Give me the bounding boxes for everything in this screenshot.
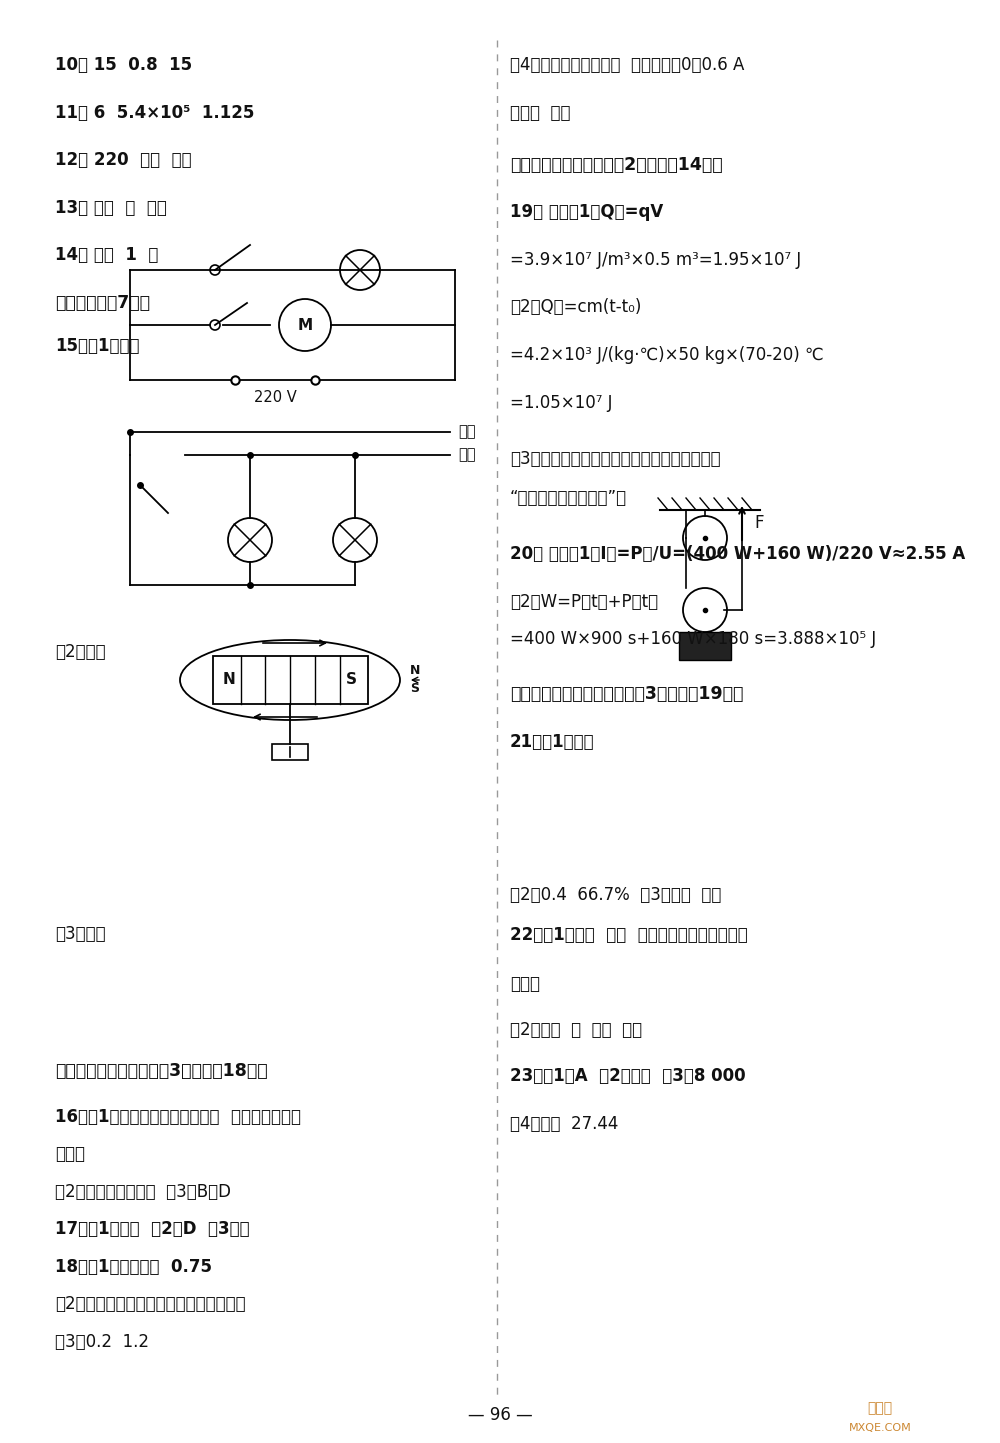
Text: 零线: 零线 (458, 447, 476, 463)
Text: 21。（1）如图: 21。（1）如图 (510, 733, 595, 750)
Text: 六、综合能力题（本大题包括3小题，冑19分）: 六、综合能力题（本大题包括3小题，冑19分） (510, 685, 743, 703)
Text: S: S (346, 672, 357, 687)
Text: 15。（1）如图: 15。（1）如图 (55, 338, 140, 355)
Text: 17。（1）相等  （2）D  （3）大: 17。（1）相等 （2）D （3）大 (55, 1221, 250, 1238)
Text: 11。 6  5.4×10⁵  1.125: 11。 6 5.4×10⁵ 1.125 (55, 104, 254, 121)
Text: M: M (297, 317, 313, 332)
Text: 和煤油: 和煤油 (55, 1146, 85, 1163)
Text: “燃气灶本身吸收热量”）: “燃气灶本身吸收热量”） (510, 489, 627, 506)
Text: （3）如图: （3）如图 (55, 925, 106, 942)
Text: N: N (410, 664, 420, 678)
Text: （2）0.4  66.7%  （3）变大  变大: （2）0.4 66.7% （3）变大 变大 (510, 886, 721, 903)
Text: （2）Q吸=cm(t-t₀): （2）Q吸=cm(t-t₀) (510, 299, 641, 316)
Text: 16。（1）装入等体积的水和煤油  装入等质量的水: 16。（1）装入等体积的水和煤油 装入等质量的水 (55, 1108, 301, 1126)
Text: 三、作图题（7分）: 三、作图题（7分） (55, 294, 150, 312)
Text: （3）0.2  1.2: （3）0.2 1.2 (55, 1333, 149, 1351)
Text: 23。（1）A  （2）化学  （3）8 000: 23。（1）A （2）化学 （3）8 000 (510, 1068, 746, 1085)
Text: — 96 —: — 96 — (468, 1405, 532, 1424)
Text: 的量程  增大: 的量程 增大 (510, 104, 570, 121)
Text: （2）如图: （2）如图 (55, 644, 106, 661)
Text: 14。 电磁  1  电: 14。 电磁 1 电 (55, 247, 158, 264)
Text: （2）滑动变阙器连接错误，没有变阙作用: （2）滑动变阙器连接错误，没有变阙作用 (55, 1296, 246, 1313)
Text: （2）做功  内  机械  做功: （2）做功 内 机械 做功 (510, 1022, 642, 1039)
Bar (272, 745, 308, 760)
Text: F: F (754, 514, 764, 532)
Text: （2）W=P洗t洗+P烘t烘: （2）W=P洗t洗+P烘t烘 (510, 593, 658, 610)
Text: 12。 220  并联  电能: 12。 220 并联 电能 (55, 152, 192, 169)
Text: （3）废气带走热量、与空气接触散发热量（或: （3）废气带走热量、与空气接触散发热量（或 (510, 450, 721, 468)
Text: 10。 15  0.8  15: 10。 15 0.8 15 (55, 56, 192, 74)
Text: =400 W×900 s+160 W×180 s=3.888×10⁵ J: =400 W×900 s+160 W×180 s=3.888×10⁵ J (510, 631, 876, 648)
Text: S: S (410, 683, 419, 696)
Text: MXQE.COM: MXQE.COM (849, 1423, 911, 1433)
Text: 答案圈: 答案圈 (867, 1401, 893, 1416)
Text: 22。（1）小车  速度  小车推动木块移动的距离: 22。（1）小车 速度 小车推动木块移动的距离 (510, 926, 748, 944)
Text: 19。 解：（1）Q放=qV: 19。 解：（1）Q放=qV (510, 203, 663, 221)
Text: 18。（1）（图略）  0.75: 18。（1）（图略） 0.75 (55, 1258, 212, 1276)
Text: 13。 机械  电  发电: 13。 机械 电 发电 (55, 199, 167, 216)
Bar (212, 657, 368, 704)
Text: （4）变大  27.44: （4）变大 27.44 (510, 1115, 618, 1133)
Text: =4.2×10³ J/(kg·℃)×50 kg×(70-20) ℃: =4.2×10³ J/(kg·℃)×50 kg×(70-20) ℃ (510, 346, 824, 364)
Text: 五、计算题（本大题包括2小题，允14分）: 五、计算题（本大题包括2小题，允14分） (510, 156, 723, 173)
Text: 火线: 火线 (458, 424, 476, 440)
Text: 摩擦力: 摩擦力 (510, 975, 540, 993)
Text: =1.05×10⁷ J: =1.05×10⁷ J (510, 394, 612, 411)
Text: 20。 解：（1）I总=P总/U=(400 W+160 W)/220 V≈2.55 A: 20。 解：（1）I总=P总/U=(400 W+160 W)/220 V≈2.5… (510, 545, 965, 563)
Text: （4）电流表量程选错了  电流表换用0～0.6 A: （4）电流表量程选错了 电流表换用0～0.6 A (510, 56, 744, 74)
Text: （2）吸收的热量相等  （3）B、D: （2）吸收的热量相等 （3）B、D (55, 1183, 231, 1201)
Bar (679, 632, 731, 659)
Text: N: N (222, 672, 235, 687)
Text: 220 V: 220 V (254, 391, 296, 405)
Text: 四、实验题（本大题包括3小题，共18分）: 四、实验题（本大题包括3小题，共18分） (55, 1062, 268, 1079)
Text: =3.9×10⁷ J/m³×0.5 m³=1.95×10⁷ J: =3.9×10⁷ J/m³×0.5 m³=1.95×10⁷ J (510, 251, 801, 268)
